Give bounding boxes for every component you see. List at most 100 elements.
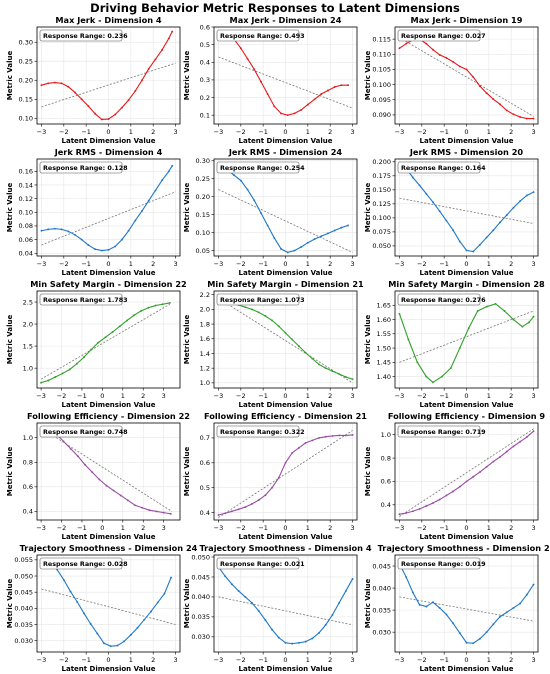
trend-line: [40, 303, 170, 380]
data-point: [257, 499, 260, 502]
x-tick-label: 1: [487, 656, 491, 664]
data-point: [432, 601, 434, 604]
data-point: [438, 606, 441, 609]
data-point: [68, 368, 71, 371]
x-tick-label: 2: [509, 260, 513, 268]
data-point: [438, 53, 441, 56]
plot-area: [218, 168, 353, 254]
y-tick-label: 2.0: [23, 320, 33, 328]
y-tick-label: 0.2: [200, 94, 210, 102]
x-tick-label: 3: [350, 656, 354, 664]
data-point: [445, 494, 448, 497]
x-tick-label: −1: [81, 128, 91, 136]
data-point: [40, 84, 43, 87]
data-point: [472, 76, 475, 78]
data-point: [111, 331, 114, 333]
data-point: [344, 376, 347, 378]
subplot-1: −3 −2 −1 0 1 2 3 0.10 0.15 0.20 0.25 0.30 Max Jerk -…: [6, 15, 181, 145]
data-point: [405, 576, 408, 578]
plot-frame: [213, 422, 358, 521]
data-point: [125, 319, 128, 322]
x-tick-label: 1: [306, 392, 310, 400]
subplot-title: Min Safety Margin - Dimension 28: [388, 279, 545, 289]
y-tick-label: 0.4: [200, 509, 210, 517]
y-tick-label: 0.20: [196, 193, 210, 201]
data-point: [291, 338, 294, 341]
data-point: [499, 615, 501, 618]
data-point: [97, 341, 100, 344]
y-tick-label: 0.030: [14, 637, 33, 645]
x-tick-label: −3: [214, 524, 224, 532]
data-point: [452, 60, 455, 63]
data-point: [313, 98, 316, 101]
y-tick-label: 0.06: [19, 236, 33, 244]
y-tick-label: 1.0: [23, 364, 33, 372]
x-tick-label: 1: [306, 524, 310, 532]
data-point: [53, 81, 56, 84]
data-point: [416, 361, 419, 364]
subplot-title: Trajectory Smoothness - Dimension 24: [20, 543, 198, 553]
plot-area: [398, 428, 535, 517]
x-tick-label: 2: [141, 524, 145, 532]
data-point: [259, 80, 262, 83]
data-point: [67, 230, 70, 233]
data-point: [217, 514, 220, 516]
data-point: [398, 513, 401, 516]
y-axis-label: Metric Value: [6, 51, 14, 101]
data-point: [304, 441, 307, 444]
plot-area: [40, 301, 171, 384]
x-tick-label: 0: [106, 260, 110, 268]
data-point: [505, 214, 508, 217]
data-point: [519, 200, 522, 203]
y-tick-label: 0.7: [200, 434, 210, 442]
data-point: [432, 502, 434, 505]
data-point: [485, 92, 488, 95]
data-point: [271, 486, 274, 489]
data-point: [74, 91, 76, 94]
y-tick-label: 0.050: [372, 242, 391, 250]
y-tick-label: 0.035: [191, 613, 210, 621]
y-tick-label: 1.60: [377, 316, 391, 324]
data-point: [80, 98, 83, 101]
x-tick-label: 3: [531, 260, 535, 268]
data-point: [340, 226, 343, 229]
data-point: [297, 446, 300, 449]
response-range-label: Response Range: 0.028: [43, 560, 128, 568]
subplot-title: Jerk RMS - Dimension 4: [54, 147, 163, 157]
x-tick-label: 2: [328, 128, 332, 136]
y-tick-label: 0.035: [372, 606, 391, 614]
plot-frame: [36, 422, 181, 521]
response-range-label: Response Range: 0.019: [401, 560, 486, 568]
x-tick-label: 0: [464, 656, 468, 664]
data-point: [425, 505, 428, 507]
data-point: [171, 30, 174, 33]
data-point: [150, 610, 152, 613]
x-tick-label: 3: [350, 128, 354, 136]
y-tick-label: 1.65: [377, 302, 391, 310]
subplot-11: −3 −2 −1 0 1 2 3 0.4 0.5 0.6 0.7 Following Efficien…: [183, 411, 367, 541]
data-point: [154, 189, 157, 192]
data-point: [418, 184, 421, 187]
y-tick-label: 0.30: [196, 157, 210, 165]
data-point: [465, 641, 468, 644]
x-tick-label: 0: [464, 392, 468, 400]
data-point: [485, 465, 488, 468]
response-range-box: [216, 557, 300, 570]
data-point: [505, 611, 508, 614]
y-tick-label: 0.150: [372, 186, 391, 194]
x-tick-label: −2: [59, 656, 69, 664]
y-tick-label: 0.100: [372, 81, 391, 89]
data-point: [80, 238, 83, 241]
x-tick-label: −2: [57, 524, 67, 532]
data-point: [351, 578, 354, 580]
data-point: [505, 450, 508, 453]
subplot-13: −3 −2 −1 0 1 2 3 0.030 0.035 0.040 0.045 0.050 0.055…: [6, 543, 198, 673]
data-point: [155, 510, 158, 513]
x-tick-label: −2: [417, 128, 427, 136]
data-point: [331, 434, 334, 437]
data-point: [119, 494, 122, 497]
y-tick-label: 0.035: [14, 621, 33, 629]
data-point: [253, 199, 256, 202]
y-tick-label: 0.8: [381, 454, 391, 462]
y-tick-label: 0.10: [19, 115, 33, 123]
